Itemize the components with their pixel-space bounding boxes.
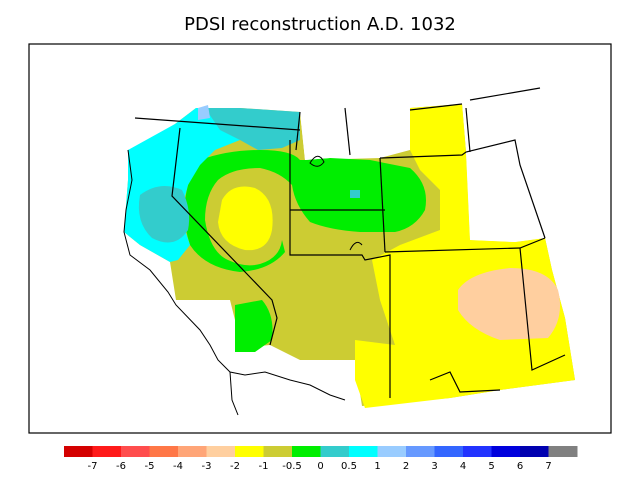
zone-southwest-dry-central	[218, 186, 273, 251]
coastlines	[123, 149, 363, 416]
legend-tick-label: 0	[317, 461, 323, 472]
legend-tick-label: 1	[374, 461, 380, 472]
legend-tick-label: -5	[145, 461, 155, 472]
legend-tick-label: -4	[173, 461, 183, 472]
legend-swatch	[434, 446, 464, 457]
legend-swatch	[121, 446, 150, 457]
zone-idaho-wet	[205, 108, 300, 150]
zone-idaho-wet-utah	[350, 190, 360, 198]
legend-swatch	[178, 446, 207, 457]
state-borders	[134, 87, 566, 398]
legend-swatch	[349, 446, 378, 457]
legend-swatch	[235, 446, 264, 457]
zone-light-wet-corner	[198, 105, 210, 120]
legend-tick-label: -2	[230, 461, 240, 472]
zone-unshaded-northeast	[466, 140, 545, 242]
legend-tick-label: -6	[116, 461, 126, 472]
legend-swatch	[64, 446, 93, 457]
legend-swatch	[491, 446, 521, 457]
legend-swatch	[463, 446, 492, 457]
legend-swatch	[520, 446, 549, 457]
legend-swatches	[64, 446, 578, 457]
legend-tick-label: -1	[259, 461, 269, 472]
legend-swatch	[377, 446, 407, 457]
legend-swatch	[320, 446, 350, 457]
legend-swatch	[548, 446, 578, 457]
zone-great-basin-normal	[184, 150, 426, 272]
zone-southwest-dry-south	[355, 340, 400, 408]
legend-tick-label: -3	[202, 461, 212, 472]
legend-swatch	[149, 446, 179, 457]
legend-swatch	[263, 446, 293, 457]
legend-swatch	[206, 446, 236, 457]
legend-swatch	[292, 446, 321, 457]
legend-tick-label: 4	[460, 461, 466, 472]
legend-tick-label: 7	[545, 461, 551, 472]
zone-southern-plains-very-dry	[458, 268, 561, 340]
legend-tick-label: 3	[431, 461, 437, 472]
legend-tick-label: 6	[517, 461, 523, 472]
legend-tick-label: 2	[403, 461, 409, 472]
legend-ticks: -7 -6 -5 -4 -3 -2 -1 -0.5 0 0.5 1 2 3 4 5 6 7	[88, 461, 552, 472]
legend-tick-label: 0.5	[341, 461, 357, 472]
zone-unshaded-north	[300, 108, 380, 160]
legend-tick-label: -0.5	[282, 461, 302, 472]
legend-tick-label: -7	[88, 461, 98, 472]
map-title: PDSI reconstruction A.D. 1032	[184, 14, 456, 35]
legend-swatch	[92, 446, 122, 457]
legend-tick-label: 5	[488, 461, 494, 472]
legend-swatch	[406, 446, 435, 457]
zone-great-basin-normal-south	[235, 300, 273, 352]
